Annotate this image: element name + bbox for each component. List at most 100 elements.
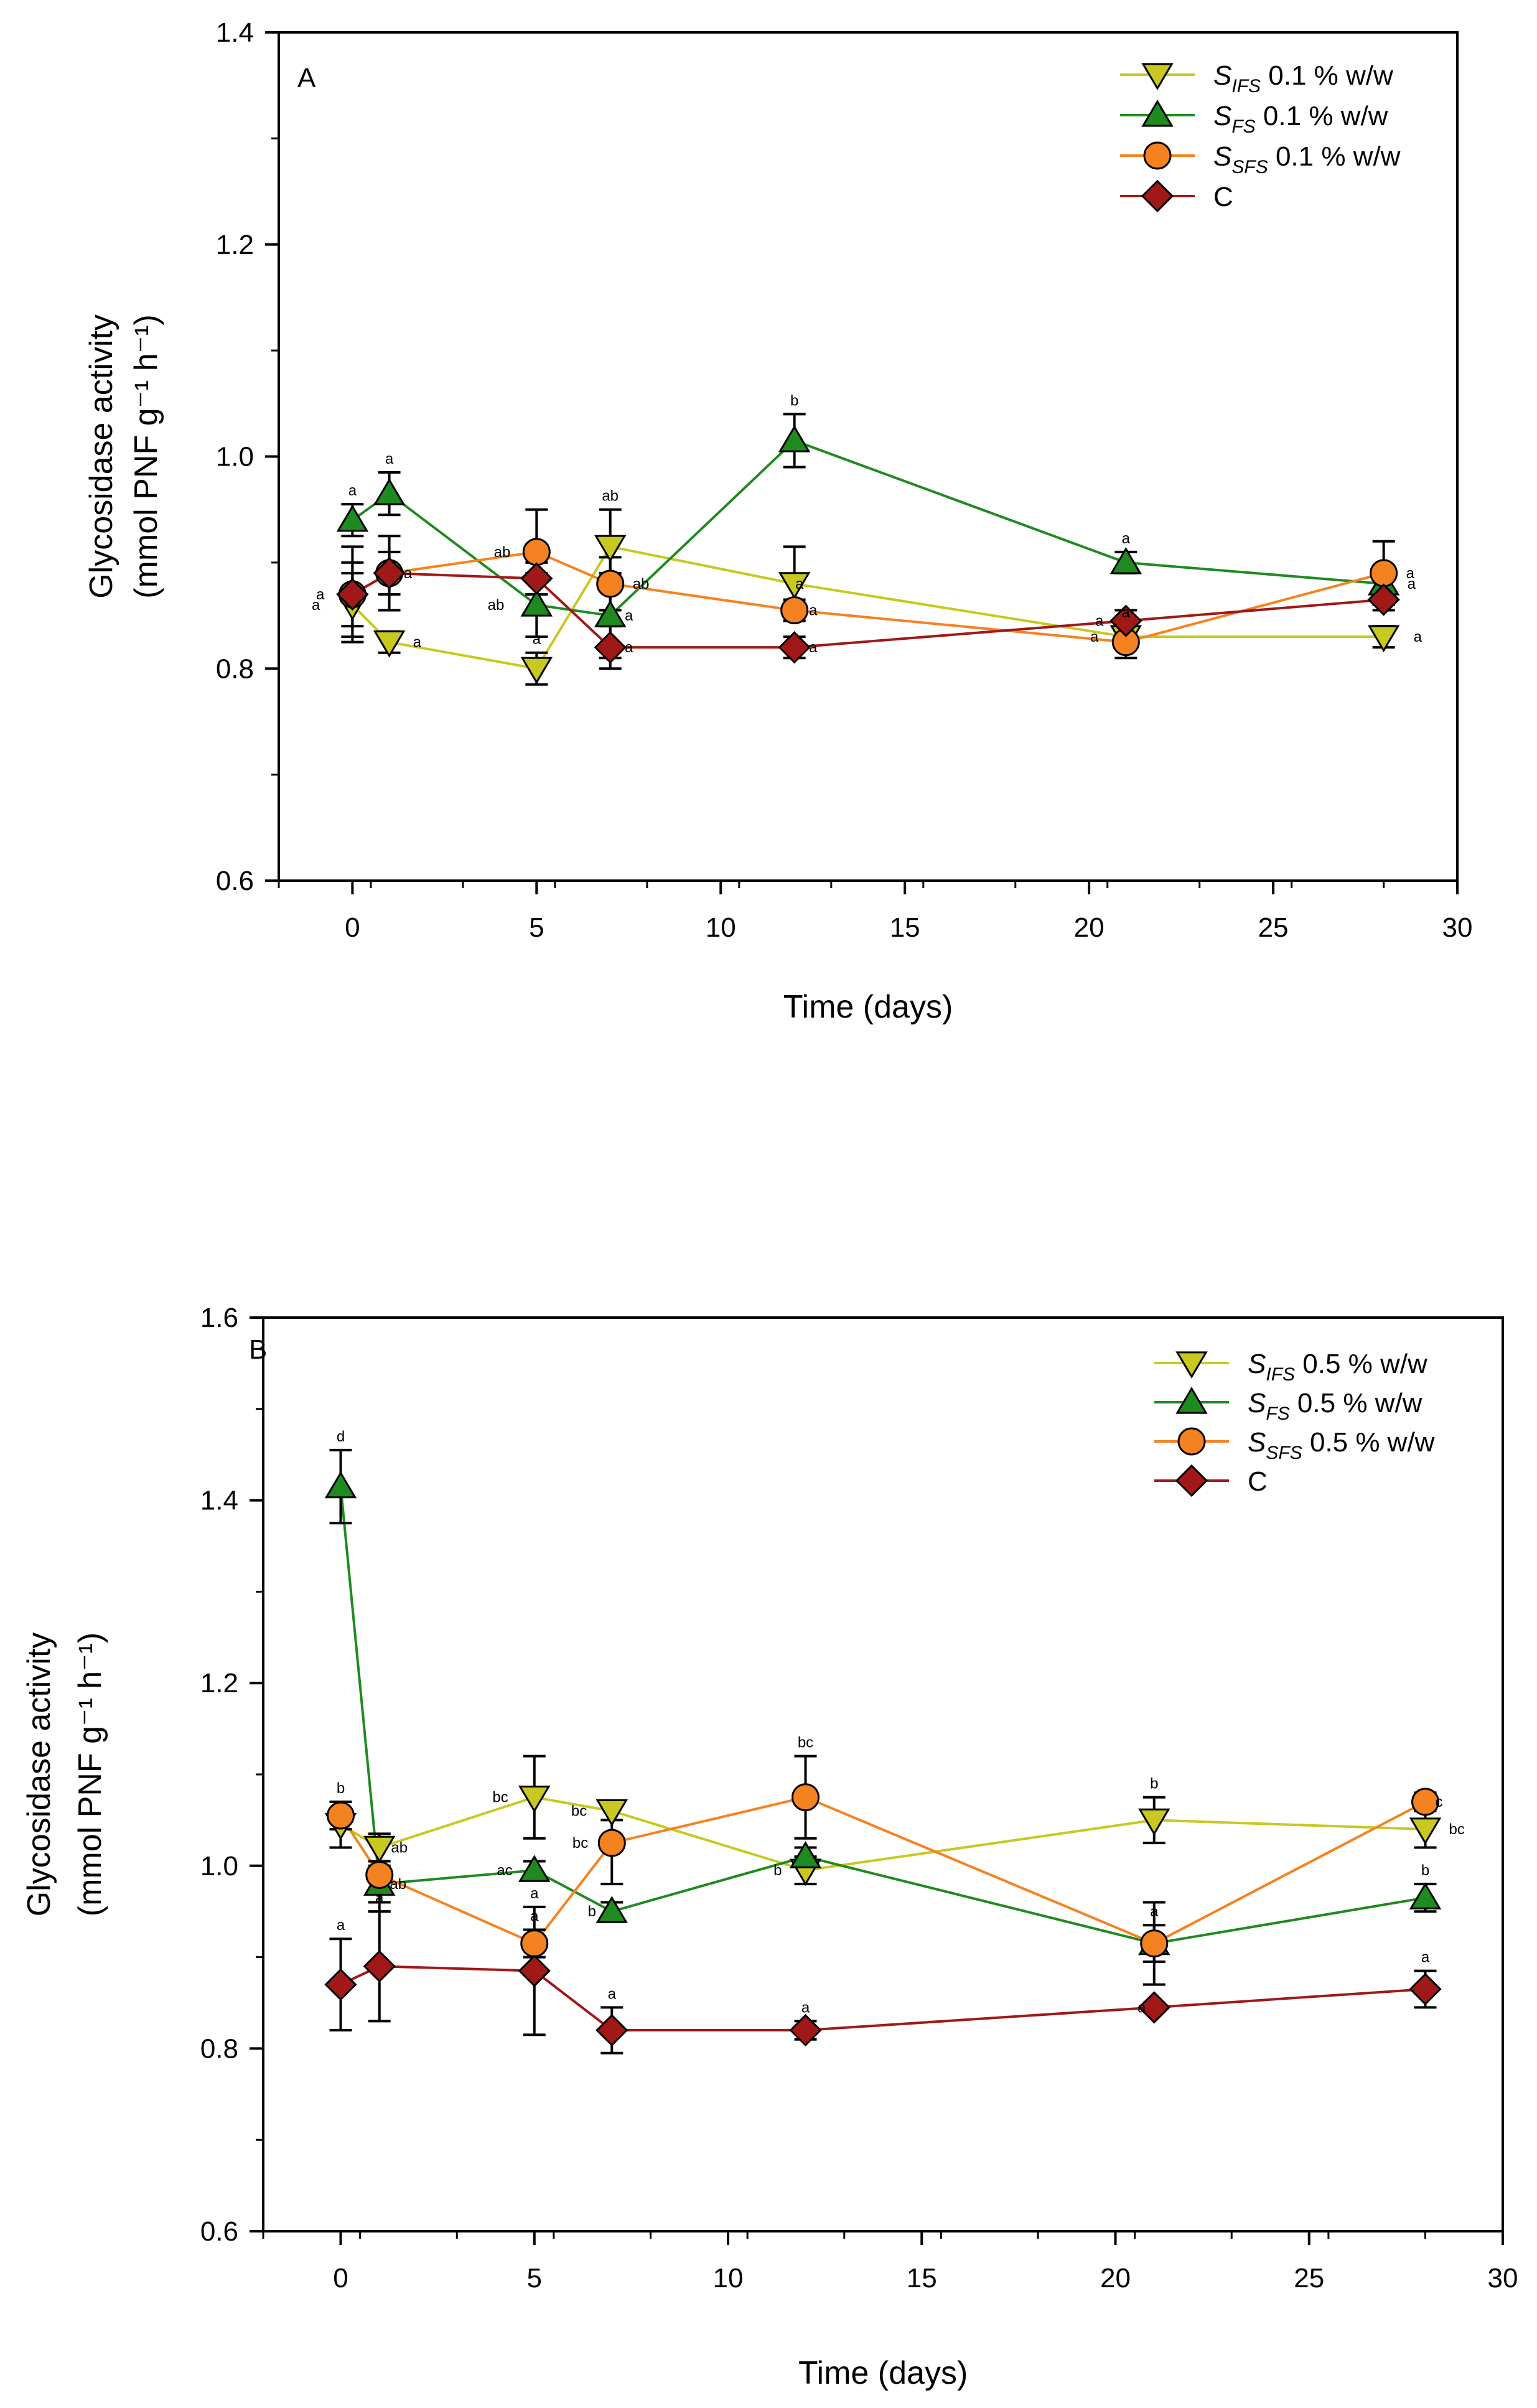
significance-letter: bc bbox=[572, 1835, 588, 1852]
data-point bbox=[1370, 559, 1398, 588]
data-point bbox=[518, 1786, 551, 1813]
significance-letter: a bbox=[375, 1890, 384, 1906]
data-point bbox=[373, 478, 406, 505]
x-tick-label: 0 bbox=[345, 912, 360, 943]
data-point bbox=[518, 1855, 551, 1882]
legend-label: SFS 0.5 % w/w bbox=[1248, 1388, 1423, 1424]
significance-letter: a bbox=[1095, 613, 1104, 630]
data-point bbox=[363, 1835, 396, 1863]
x-axis-label: Time (days) bbox=[798, 2355, 968, 2391]
data-point bbox=[1367, 583, 1400, 616]
significance-letter: a bbox=[801, 1999, 810, 2016]
x-tick-label: 25 bbox=[1294, 2263, 1324, 2293]
legend-marker bbox=[1141, 179, 1174, 213]
data-point bbox=[373, 630, 406, 658]
x-tick-label: 30 bbox=[1442, 912, 1473, 943]
data-point bbox=[324, 1471, 357, 1499]
significance-letter: b bbox=[1150, 1776, 1158, 1792]
y-tick-label: 1.4 bbox=[200, 1486, 238, 1516]
panel-label: A bbox=[297, 63, 316, 93]
significance-letter: a bbox=[795, 576, 804, 593]
significance-letter: ac bbox=[497, 1862, 512, 1879]
legend-marker bbox=[1141, 63, 1174, 90]
y-tick-label: 0.6 bbox=[216, 866, 254, 896]
data-point bbox=[597, 1829, 626, 1857]
data-point bbox=[596, 1896, 628, 1923]
data-point bbox=[1110, 546, 1142, 574]
significance-letter: a bbox=[404, 565, 413, 582]
significance-letter: a bbox=[312, 597, 320, 614]
data-point bbox=[365, 1860, 394, 1889]
data-point bbox=[596, 569, 625, 598]
significance-letter: a bbox=[530, 1885, 539, 1902]
data-point bbox=[1110, 604, 1142, 637]
y-axis-label-units: (mmol PNF g⁻¹ h⁻¹) bbox=[72, 1633, 108, 1916]
data-point bbox=[594, 631, 627, 664]
data-point bbox=[789, 2013, 822, 2047]
x-axis-label: Time (days) bbox=[783, 989, 953, 1025]
legend-label: SIFS 0.5 % w/w bbox=[1248, 1349, 1427, 1385]
significance-letter: a bbox=[625, 639, 633, 656]
significance-letter: a bbox=[1138, 1999, 1146, 2016]
significance-letter: a bbox=[413, 634, 422, 651]
data-point bbox=[324, 1968, 357, 2001]
significance-letter: a bbox=[1414, 629, 1423, 645]
significance-letter: a bbox=[1408, 576, 1416, 593]
y-tick-label: 1.0 bbox=[216, 442, 254, 472]
legend-label: SSFS 0.1 % w/w bbox=[1213, 141, 1401, 177]
significance-letter: b bbox=[790, 392, 798, 409]
data-point bbox=[518, 1954, 551, 1987]
significance-letter: ab bbox=[391, 1839, 408, 1856]
significance-letter: d bbox=[337, 1428, 345, 1445]
legend-label: C bbox=[1248, 1466, 1268, 1497]
x-tick-label: 15 bbox=[890, 912, 920, 943]
data-point bbox=[1138, 1808, 1170, 1836]
x-tick-label: 10 bbox=[713, 2263, 744, 2293]
significance-letter: ab bbox=[494, 544, 511, 561]
x-tick-label: 30 bbox=[1488, 2263, 1518, 2293]
data-point bbox=[336, 578, 369, 611]
significance-letter: a bbox=[385, 451, 394, 467]
legend-marker bbox=[1143, 141, 1172, 170]
significance-letter: a bbox=[1122, 530, 1131, 547]
x-tick-label: 15 bbox=[907, 2263, 937, 2293]
data-point bbox=[789, 1841, 822, 1868]
significance-letter: a bbox=[1122, 604, 1131, 621]
significance-letter: ab bbox=[602, 488, 619, 505]
data-point bbox=[596, 1799, 628, 1827]
legend-marker bbox=[1175, 1387, 1208, 1414]
y-axis-label-units: (mmol PNF g⁻¹ h⁻¹) bbox=[128, 314, 164, 598]
significance-letter: a bbox=[1150, 1903, 1159, 1920]
legend-marker bbox=[1175, 1351, 1208, 1379]
y-axis-label: Glycosidase activity bbox=[83, 314, 119, 599]
chart-panel-b: 0 5 10 15 20 25 30 0.6 0.8 1.0 1.2 1.4 1.6 Time (days… bbox=[21, 1303, 1518, 2391]
legend-label: C bbox=[1213, 182, 1233, 212]
x-tick-label: 20 bbox=[1074, 912, 1105, 943]
significance-letter: a bbox=[337, 1917, 345, 1934]
data-point bbox=[1140, 1929, 1169, 1958]
significance-letter: a bbox=[530, 1908, 539, 1925]
data-point bbox=[373, 556, 406, 590]
significance-letter: b bbox=[588, 1903, 596, 1920]
data-point bbox=[336, 504, 369, 532]
data-point bbox=[792, 1783, 820, 1812]
significance-letter: ab bbox=[390, 1876, 406, 1893]
significance-letter: a bbox=[809, 602, 818, 619]
data-point bbox=[778, 424, 811, 452]
y-axis-label: Glycosidase activity bbox=[21, 1633, 57, 1917]
legend-marker bbox=[1141, 100, 1174, 127]
y-tick-label: 1.2 bbox=[216, 230, 254, 260]
data-point bbox=[778, 631, 811, 664]
x-tick-label: 0 bbox=[333, 2263, 348, 2293]
y-tick-label: 0.8 bbox=[200, 2033, 238, 2064]
significance-letter: a bbox=[608, 1985, 617, 2002]
significance-letter: c bbox=[1436, 1794, 1443, 1811]
significance-letter: bc bbox=[571, 1803, 587, 1820]
significance-letter: a bbox=[533, 631, 541, 648]
y-tick-label: 1.6 bbox=[200, 1303, 238, 1333]
legend-label: SSFS 0.5 % w/w bbox=[1248, 1427, 1435, 1463]
data-point bbox=[1409, 1817, 1442, 1845]
data-point bbox=[520, 1929, 549, 1958]
x-tick-label: 25 bbox=[1258, 912, 1289, 943]
